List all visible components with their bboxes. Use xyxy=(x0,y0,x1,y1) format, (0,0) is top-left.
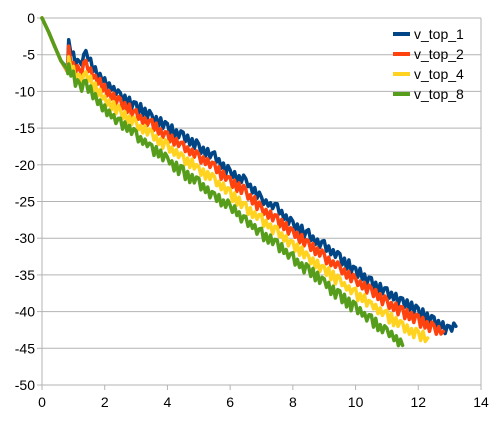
legend-label: v_top_1 xyxy=(414,26,464,42)
x-tick-label: 12 xyxy=(410,394,426,410)
series-line-v-top-2 xyxy=(40,16,446,336)
y-tick-label: -20 xyxy=(15,157,35,173)
y-tick-label: -15 xyxy=(15,120,35,136)
x-tick-label: 10 xyxy=(348,394,364,410)
legend: v_top_1 v_top_2 v_top_4 v_top_8 xyxy=(393,26,464,102)
y-tick-label: -5 xyxy=(23,47,36,63)
y-tick-label: -35 xyxy=(15,267,35,283)
series-line-v-top-1 xyxy=(40,16,458,336)
legend-label: v_top_4 xyxy=(414,66,464,82)
axes: 0-5-10-15-20-25-30-35-40-45-500 2 4 6 8 10 12 1… xyxy=(15,10,489,410)
series-line-v-top-8 xyxy=(40,16,405,348)
y-tick-label: -10 xyxy=(15,83,35,99)
legend-label: v_top_8 xyxy=(414,86,464,102)
y-tick-label: -45 xyxy=(15,340,35,356)
x-tick-label: 2 xyxy=(101,394,109,410)
x-tick-label: 6 xyxy=(226,394,234,410)
x-tick-label: 8 xyxy=(289,394,297,410)
x-tick-label: 0 xyxy=(38,394,46,410)
y-tick-label: 0 xyxy=(27,10,35,26)
x-tick-label: 4 xyxy=(164,394,172,410)
y-tick-label: -30 xyxy=(15,230,35,246)
y-tick-label: -40 xyxy=(15,304,35,320)
y-tick-label: -25 xyxy=(15,194,35,210)
x-tick-label: 14 xyxy=(473,394,489,410)
series-line-v-top-4 xyxy=(40,16,430,344)
legend-label: v_top_2 xyxy=(414,46,464,62)
series-lines xyxy=(40,16,458,348)
y-tick-label: -50 xyxy=(15,377,35,393)
